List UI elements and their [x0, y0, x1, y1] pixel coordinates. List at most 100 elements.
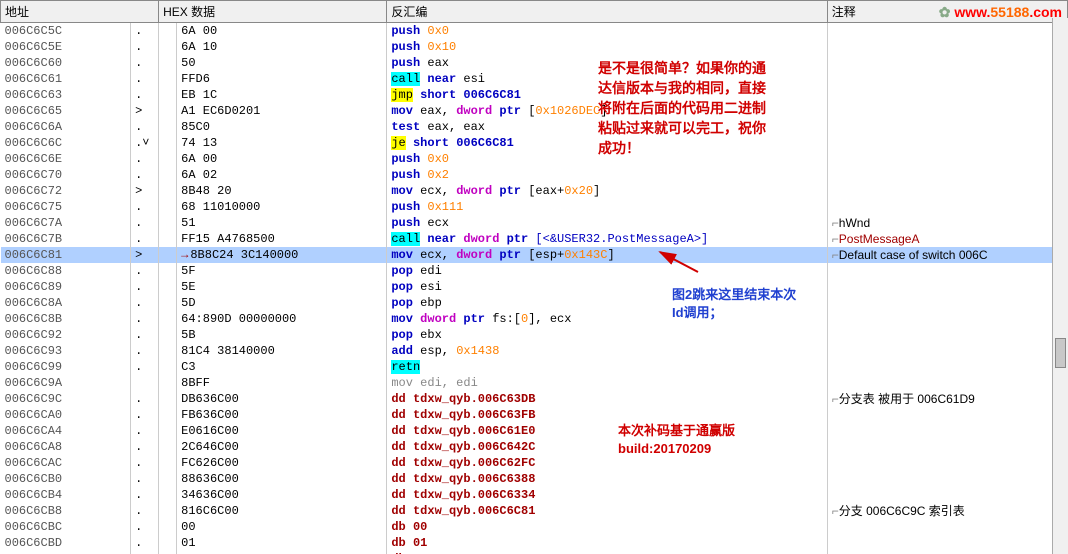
table-row[interactable]: 006C6C81>8B8C24 3C140000mov ecx, dword p…	[1, 247, 1068, 263]
table-row[interactable]: 006C6C88.5Fpop edi	[1, 263, 1068, 279]
table-row[interactable]: 006C6C65>A1 EC6D0201mov eax, dword ptr […	[1, 103, 1068, 119]
cell-hex-spacer	[159, 119, 177, 135]
col-address-header[interactable]: 地址	[1, 1, 159, 23]
col-disasm-header[interactable]: 反汇编	[387, 1, 827, 23]
cell-hexdata: C3	[177, 359, 387, 375]
cell-hexdata: 5D	[177, 295, 387, 311]
table-row[interactable]: 006C6C60.50push eax	[1, 55, 1068, 71]
cell-address: 006C6C6E	[1, 151, 131, 167]
table-header-row: 地址 HEX 数据 反汇编 注释	[1, 1, 1068, 23]
cell-comment	[827, 71, 1067, 87]
cell-hexdata: EB 1C	[177, 87, 387, 103]
cell-hex-spacer	[159, 103, 177, 119]
cell-hexdata: 8B48 20	[177, 183, 387, 199]
cell-hex-spacer	[159, 183, 177, 199]
cell-hex-spacer	[159, 407, 177, 423]
cell-address: 006C6C8A	[1, 295, 131, 311]
cell-hex-spacer	[159, 535, 177, 551]
cell-hexdata: 85C0	[177, 119, 387, 135]
table-row[interactable]: 006C6C6A.85C0test eax, eax	[1, 119, 1068, 135]
table-row[interactable]: 006C6C8B.64:890D 00000000mov dword ptr f…	[1, 311, 1068, 327]
table-row[interactable]: 006C6C7A.51push ecx⌐hWnd	[1, 215, 1068, 231]
cell-address: 006C6CA0	[1, 407, 131, 423]
cell-hexdata: 2C646C00	[177, 439, 387, 455]
cell-address: 006C6C65	[1, 103, 131, 119]
cell-mark: .	[131, 407, 159, 423]
cell-comment	[827, 375, 1067, 391]
cell-mark: .	[131, 231, 159, 247]
table-row[interactable]: 006C6C6C.˅74 13je short 006C6C81	[1, 135, 1068, 151]
cell-address: 006C6C6A	[1, 119, 131, 135]
table-row[interactable]: 006C6CA4.E0616C00dd tdxw_qyb.006C61E0	[1, 423, 1068, 439]
table-row[interactable]: 006C6CB0.88636C00dd tdxw_qyb.006C6388	[1, 471, 1068, 487]
table-row[interactable]: 006C6CB8.816C6C00dd tdxw_qyb.006C6C81⌐分支…	[1, 503, 1068, 519]
table-row[interactable]: 006C6C61.FFD6call near esi	[1, 71, 1068, 87]
cell-disasm: dd tdxw_qyb.006C63FB	[387, 407, 827, 423]
watermark: ✿ www.55188.com	[939, 4, 1062, 21]
table-row[interactable]: 006C6C93.81C4 38140000add esp, 0x1438	[1, 343, 1068, 359]
cell-comment	[827, 135, 1067, 151]
scrollbar-thumb[interactable]	[1055, 338, 1066, 368]
table-row[interactable]: 006C6C6E.6A 00push 0x0	[1, 151, 1068, 167]
table-row[interactable]: 006C6CAC.FC626C00dd tdxw_qyb.006C62FC	[1, 455, 1068, 471]
col-hex-header[interactable]: HEX 数据	[159, 1, 387, 23]
cell-address: 006C6CB0	[1, 471, 131, 487]
cell-hex-spacer	[159, 215, 177, 231]
cell-hexdata: FC626C00	[177, 455, 387, 471]
table-row[interactable]: 006C6C89.5Epop esi	[1, 279, 1068, 295]
table-row[interactable]: 006C6C70.6A 02push 0x2	[1, 167, 1068, 183]
table-row[interactable]: 006C6C7B.FF15 A4768500call near dword pt…	[1, 231, 1068, 247]
cell-hex-spacer	[159, 295, 177, 311]
table-row[interactable]: 006C6CBC.00db 00	[1, 519, 1068, 535]
cell-address: 006C6C7A	[1, 215, 131, 231]
table-row[interactable]: 006C6C9C.DB636C00dd tdxw_qyb.006C63DB⌐分支…	[1, 391, 1068, 407]
cell-hex-spacer	[159, 375, 177, 391]
cell-address: 006C6C63	[1, 87, 131, 103]
table-row[interactable]: 006C6C99.C3retn	[1, 359, 1068, 375]
vertical-scrollbar[interactable]	[1052, 18, 1068, 554]
cell-hex-spacer	[159, 199, 177, 215]
cell-disasm: push 0x10	[387, 39, 827, 55]
cell-hexdata: 51	[177, 215, 387, 231]
cell-mark: .	[131, 391, 159, 407]
cell-mark: .	[131, 39, 159, 55]
cell-hex-spacer	[159, 503, 177, 519]
cell-disasm: db 01	[387, 535, 827, 551]
table-row[interactable]: 006C6CB4.34636C00dd tdxw_qyb.006C6334	[1, 487, 1068, 503]
table-row[interactable]: 006C6CBD.01db 01	[1, 535, 1068, 551]
table-row[interactable]: 006C6C75.68 11010000push 0x111	[1, 199, 1068, 215]
cell-disasm: push eax	[387, 55, 827, 71]
cell-address: 006C6CBD	[1, 535, 131, 551]
cell-comment	[827, 423, 1067, 439]
table-row[interactable]: 006C6C5C.6A 00push 0x0	[1, 23, 1068, 40]
table-row[interactable]: 006C6C8A.5Dpop ebp	[1, 295, 1068, 311]
cell-hexdata: 5B	[177, 327, 387, 343]
cell-address: 006C6C92	[1, 327, 131, 343]
table-row[interactable]: 006C6C92.5Bpop ebx	[1, 327, 1068, 343]
cell-comment: ⌐Default case of switch 006C	[827, 247, 1067, 263]
cell-mark: .	[131, 71, 159, 87]
cell-hex-spacer	[159, 455, 177, 471]
cell-disasm: mov edi, edi	[387, 375, 827, 391]
cell-comment: ⌐分支表 被用于 006C61D9	[827, 391, 1067, 407]
cell-hexdata: 6A 00	[177, 23, 387, 40]
table-row[interactable]: 006C6C9A8BFFmov edi, edi	[1, 375, 1068, 391]
cell-hexdata: 8BFF	[177, 375, 387, 391]
table-row[interactable]: 006C6C5E.6A 10push 0x10	[1, 39, 1068, 55]
cell-comment	[827, 471, 1067, 487]
watermark-www: www.	[954, 4, 990, 20]
cell-hex-spacer	[159, 359, 177, 375]
table-row[interactable]: 006C6CA8.2C646C00dd tdxw_qyb.006C642C	[1, 439, 1068, 455]
table-row[interactable]: 006C6C63.EB 1Cjmp short 006C6C81	[1, 87, 1068, 103]
cell-hex-spacer	[159, 279, 177, 295]
table-row[interactable]: 006C6C72>8B48 20mov ecx, dword ptr [eax+…	[1, 183, 1068, 199]
cell-comment	[827, 39, 1067, 55]
cell-hexdata: 5F	[177, 263, 387, 279]
cell-comment	[827, 311, 1067, 327]
cell-comment: ⌐分支 006C6C9C 索引表	[827, 503, 1067, 519]
table-row[interactable]: 006C6CA0.FB636C00dd tdxw_qyb.006C63FB	[1, 407, 1068, 423]
watermark-domain: 55188	[990, 4, 1029, 20]
cell-comment	[827, 343, 1067, 359]
cell-hexdata: 5E	[177, 279, 387, 295]
cell-address: 006C6C9C	[1, 391, 131, 407]
